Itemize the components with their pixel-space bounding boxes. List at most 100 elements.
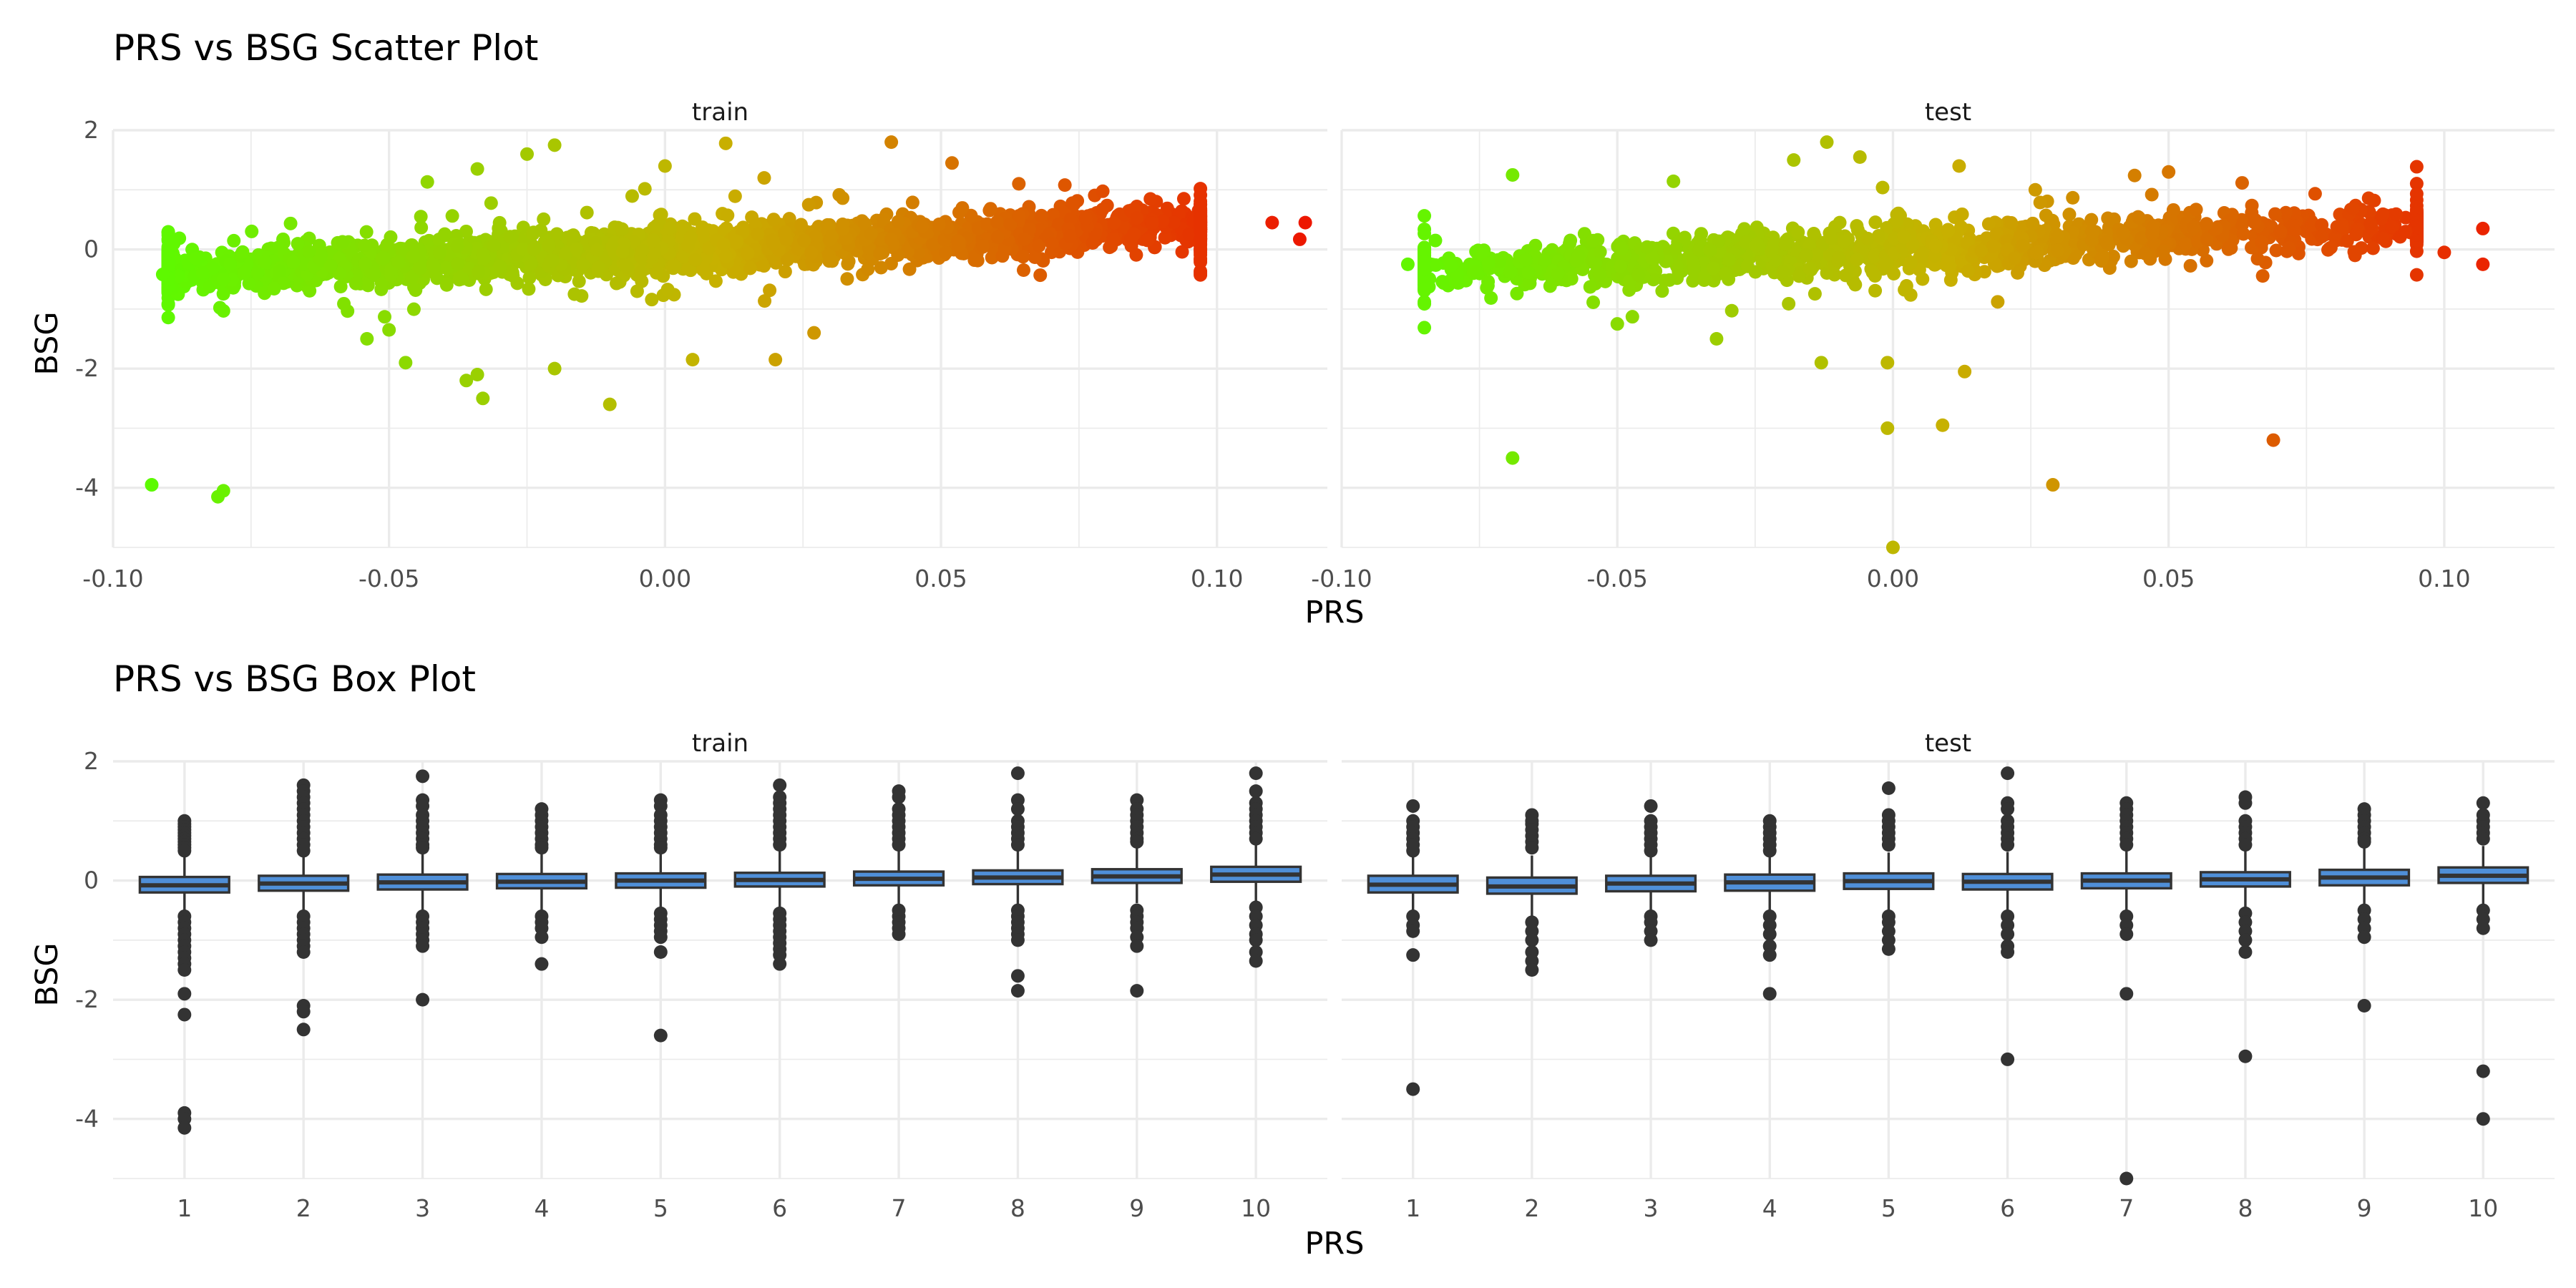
scatter-point: [1481, 256, 1496, 270]
scatter-point: [1444, 258, 1458, 273]
scatter-point: [1063, 229, 1077, 243]
scatter-point: [161, 311, 175, 325]
scatter-point: [2007, 251, 2021, 265]
scatter-point: [2200, 253, 2214, 268]
scatter-point: [2323, 240, 2338, 255]
x-tick-label: 6: [772, 1194, 787, 1222]
box-outlier: [2238, 933, 2253, 947]
box-outlier: [177, 844, 192, 858]
scatter-point: [2308, 187, 2322, 201]
scatter-point: [2409, 268, 2424, 282]
scatter-point: [302, 245, 316, 259]
scatter-point: [1523, 276, 1537, 291]
scatter-point: [1167, 215, 1181, 230]
scatter-point: [1429, 258, 1443, 272]
scatter-point: [1016, 263, 1030, 278]
scatter-point: [1614, 259, 1628, 273]
y-tick-label: 0: [84, 235, 99, 263]
scatter-point: [1176, 192, 1191, 206]
scatter-point: [2016, 239, 2030, 253]
scatter-point: [2100, 236, 2114, 250]
box-outlier: [1762, 844, 1777, 858]
scatter-point: [1551, 266, 1565, 280]
scatter-point: [675, 219, 690, 233]
x-tick-label: 5: [1881, 1194, 1896, 1222]
scatter-point: [1986, 239, 2000, 253]
scatter-point: [1124, 231, 1138, 245]
box-outlier: [773, 957, 787, 971]
box-outlier: [1130, 984, 1144, 998]
box-outlier: [1406, 844, 1420, 858]
scatter-point: [683, 263, 698, 278]
box-outlier: [653, 1028, 668, 1043]
box-outlier: [2476, 1112, 2490, 1126]
box-outlier: [2238, 838, 2253, 852]
scatter-point: [1537, 253, 1551, 268]
box-train-1: [138, 814, 230, 1135]
scatter-point: [227, 233, 241, 248]
scatter-point: [2315, 218, 2329, 232]
scatter-point: [1792, 269, 1806, 283]
scatter-point: [592, 260, 606, 275]
scatter-point: [155, 268, 170, 282]
scatter-point: [1887, 266, 1901, 280]
scatter-point: [2132, 210, 2146, 225]
scatter-point: [1868, 283, 1883, 298]
box-outlier: [2001, 766, 2015, 781]
x-tick-label: 6: [2000, 1194, 2015, 1222]
scatter-point: [2062, 208, 2077, 222]
scatter-point: [1614, 242, 1629, 256]
scatter-point: [450, 239, 464, 253]
scatter-point: [1897, 230, 1911, 244]
scatter-point: [476, 391, 490, 406]
scatter-point: [932, 218, 946, 232]
box-chart-title: PRS vs BSG Box Plot: [113, 658, 476, 700]
scatter-point: [2116, 226, 2130, 240]
scatter-point: [1936, 418, 1950, 432]
scatter-point: [1078, 211, 1093, 225]
scatter-point: [1521, 265, 1536, 280]
y-tick-label: -4: [75, 474, 99, 502]
x-tick-label: 9: [1129, 1194, 1144, 1222]
scatter-point: [649, 265, 663, 280]
scatter-point: [547, 361, 562, 376]
scatter-point: [2288, 224, 2302, 238]
y-tick-label: 2: [84, 116, 99, 144]
box-outlier: [2001, 945, 2015, 960]
scatter-point: [1860, 231, 1875, 245]
x-tick-label: 1: [177, 1194, 192, 1222]
y-tick-label: 2: [84, 747, 99, 775]
scatter-point: [983, 202, 997, 216]
scatter-point: [477, 251, 492, 265]
x-tick-label: 3: [415, 1194, 430, 1222]
box-outlier: [1762, 927, 1777, 942]
scatter-point: [2033, 195, 2047, 210]
scatter-point: [696, 221, 711, 235]
scatter-point: [2235, 176, 2249, 190]
box-test-2: [1485, 808, 1578, 977]
x-tick-label: 5: [653, 1194, 668, 1222]
scatter-point: [1003, 217, 1018, 231]
scatter-point: [223, 257, 238, 271]
scatter-point: [145, 478, 159, 492]
scatter-point: [751, 227, 765, 241]
scatter-point: [1141, 233, 1155, 248]
scatter-point: [520, 147, 535, 161]
scatter-point: [570, 242, 584, 256]
scatter-point: [686, 353, 700, 367]
scatter-point: [195, 265, 210, 280]
scatter-point: [1418, 243, 1432, 257]
scatter-point: [1662, 273, 1677, 287]
scatter-point: [2376, 207, 2390, 221]
scatter-point: [2348, 248, 2362, 263]
scatter-point: [2166, 203, 2180, 217]
box-outlier: [1644, 933, 1658, 947]
scatter-point: [840, 272, 854, 286]
scatter-point: [524, 256, 538, 270]
scatter-point: [1265, 215, 1279, 230]
scatter-point: [527, 243, 541, 257]
x-tick-label: 2: [1524, 1194, 1539, 1222]
box-outlier: [1010, 933, 1025, 947]
box-train-10: [1210, 766, 1302, 968]
scatter-point: [1709, 332, 1724, 346]
